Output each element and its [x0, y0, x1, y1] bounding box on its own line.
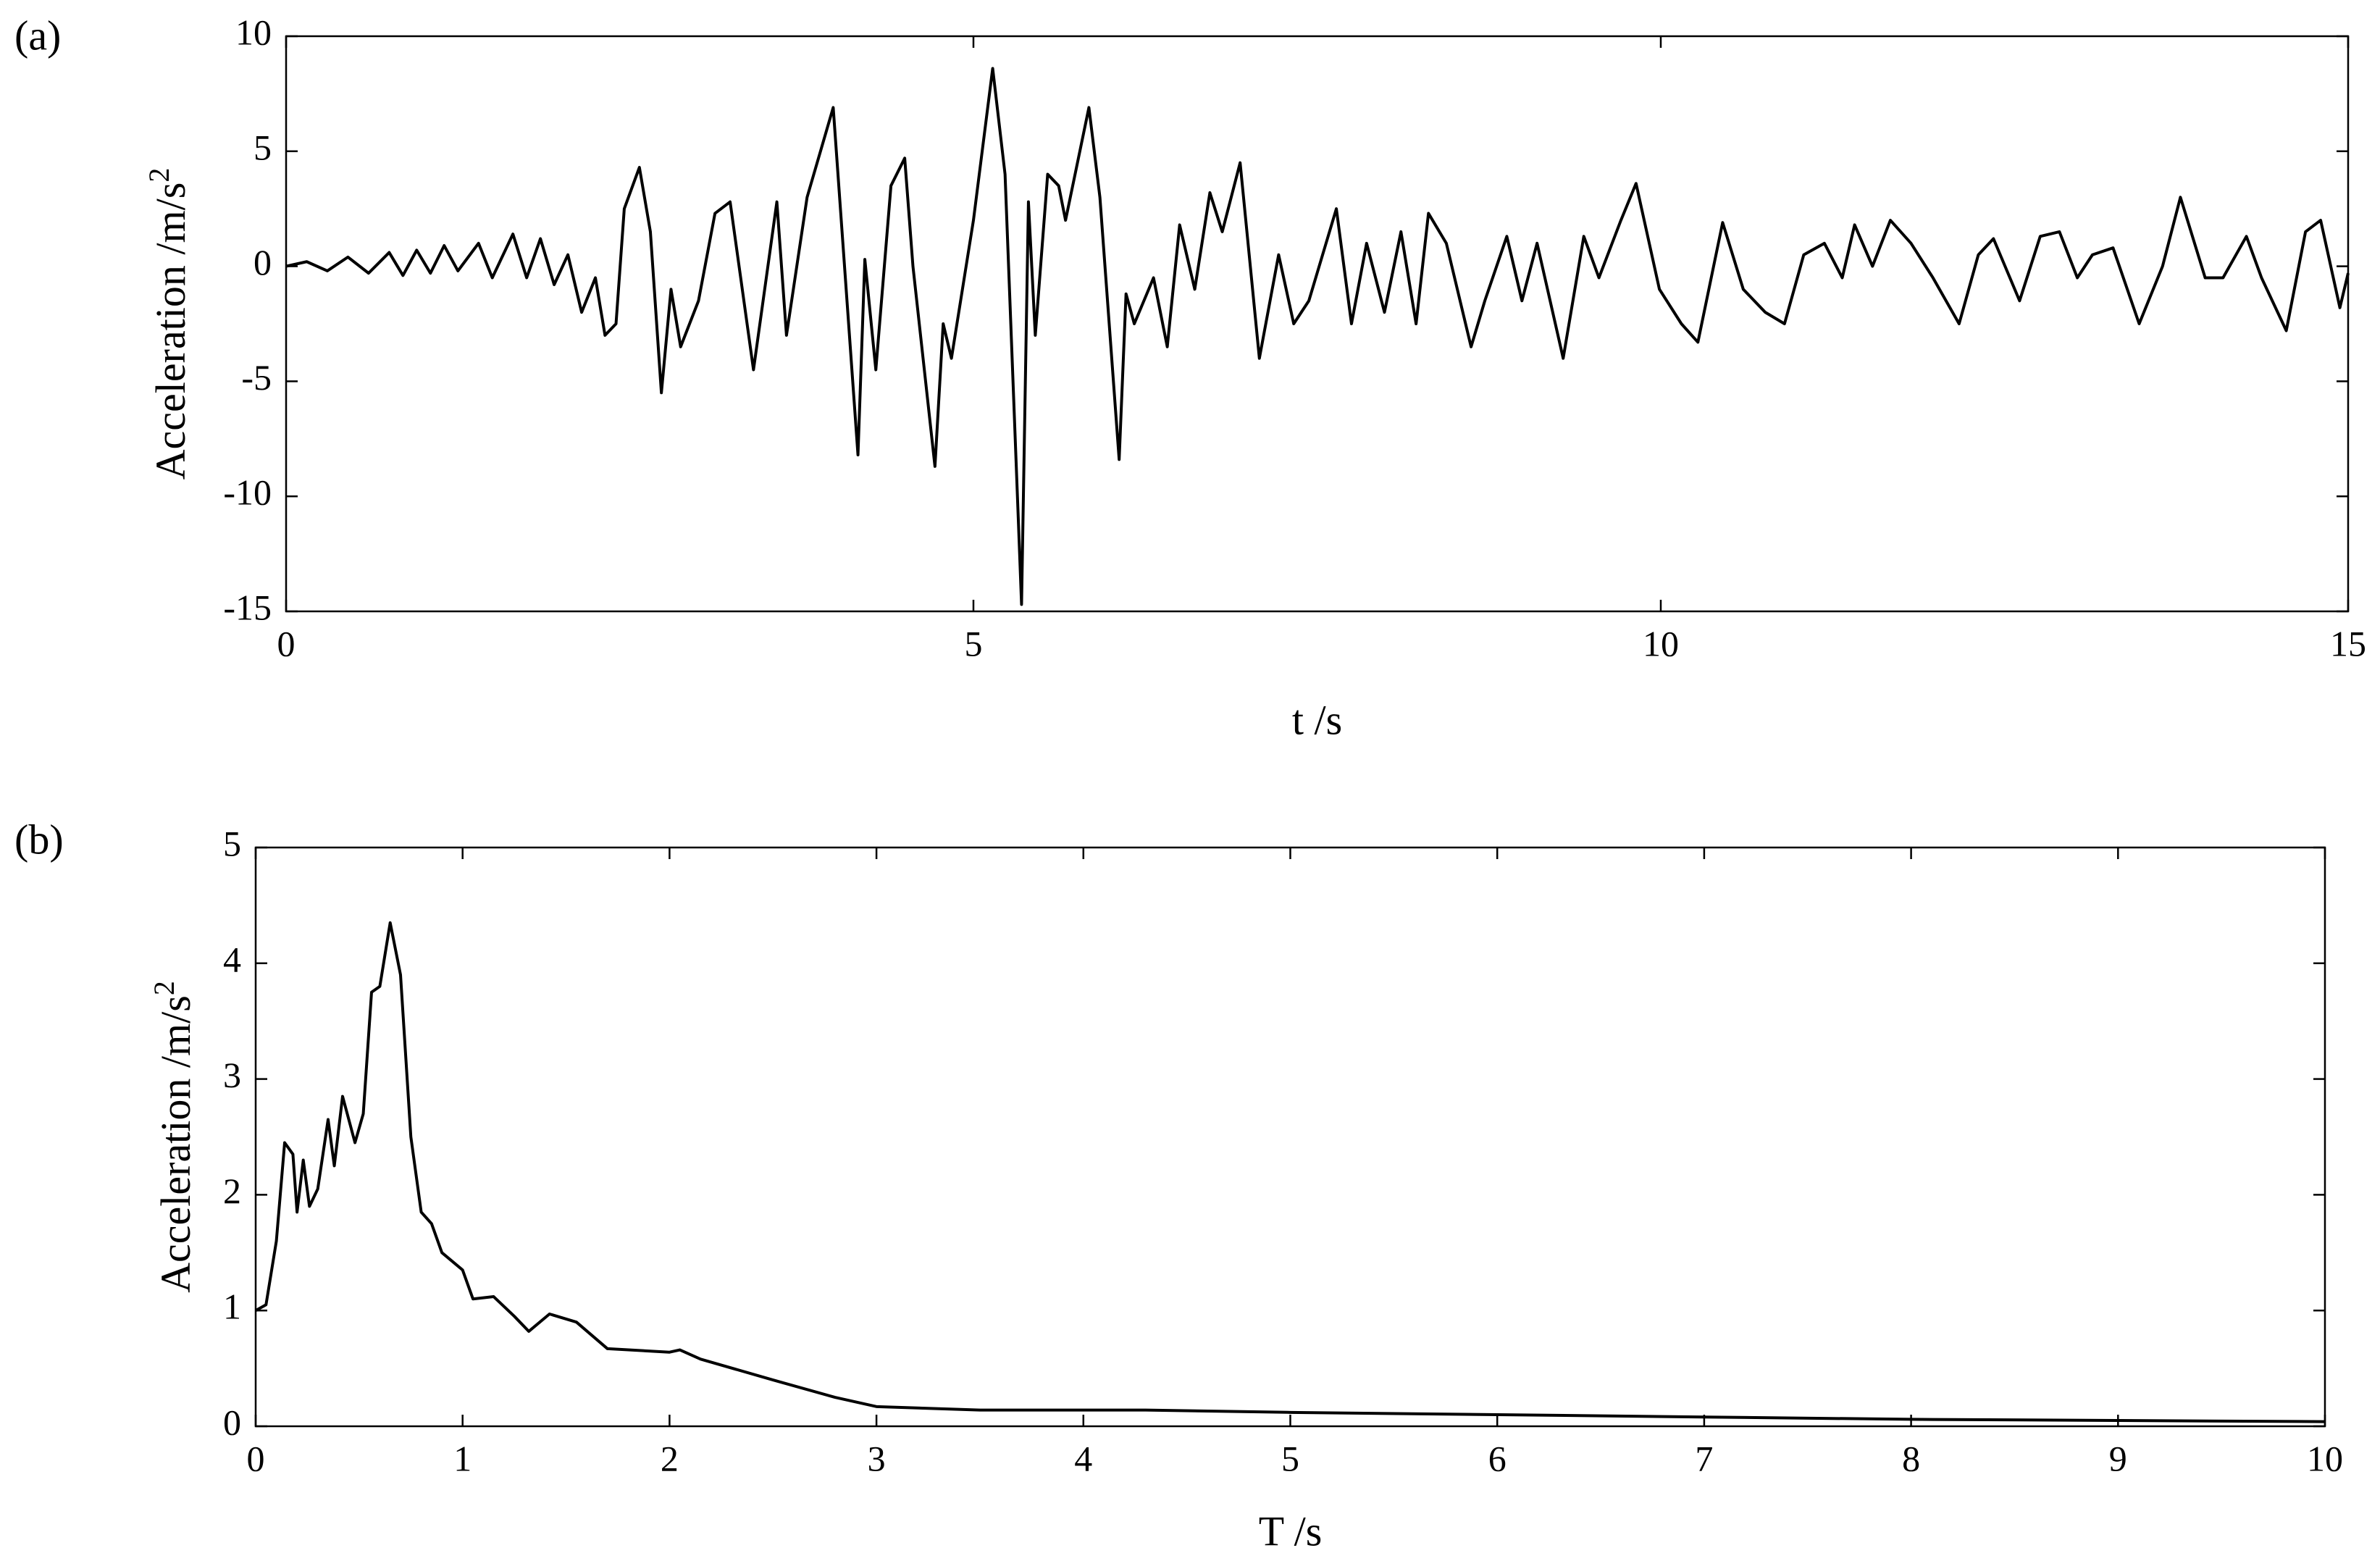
- y-tick-label: -15: [223, 587, 272, 627]
- y-tick-label: 0: [253, 242, 272, 283]
- data-line: [285, 67, 2350, 606]
- y-tick-label: 4: [223, 939, 241, 979]
- x-tick-label: 1: [453, 1438, 472, 1478]
- y-axis-label-superscript: 2: [148, 981, 180, 995]
- x-tick-label: 7: [1695, 1438, 1713, 1478]
- y-tick-label: -5: [241, 357, 272, 398]
- x-axis-label: t /s: [1292, 696, 1342, 743]
- x-tick-label: 10: [2307, 1438, 2343, 1478]
- y-tick-label: 5: [253, 127, 272, 167]
- y-axis-label-text: Acceleration /m/s: [152, 995, 199, 1293]
- x-tick-label: 9: [2109, 1438, 2127, 1478]
- y-axis-label-superscript: 2: [143, 168, 175, 183]
- x-tick-label: 6: [1488, 1438, 1507, 1478]
- plot-frame: [285, 35, 2350, 613]
- x-tick-label: 0: [247, 1438, 265, 1478]
- x-tick-label: 3: [868, 1438, 886, 1478]
- x-tick-label: 8: [1902, 1438, 1920, 1478]
- x-tick-label: 4: [1074, 1438, 1092, 1478]
- x-tick-label: 0: [277, 623, 296, 664]
- plot-frame: [254, 846, 2326, 1428]
- x-tick-label: 10: [1643, 623, 1679, 664]
- x-tick-label: 2: [661, 1438, 679, 1478]
- x-tick-label: 5: [1281, 1438, 1299, 1478]
- y-tick-label: 2: [223, 1171, 241, 1211]
- subplot: (b) 0 1 2 3 4 5 6 7 8 9 10 0 1 2 3 4 5 T /s Acceleration /m…: [14, 816, 2343, 1554]
- x-tick-label: 5: [965, 623, 983, 664]
- y-axis-label: Acceleration /m/s2: [148, 981, 199, 1293]
- y-tick-label: -10: [223, 472, 272, 513]
- y-tick-label: 0: [223, 1402, 241, 1442]
- y-tick-label: 1: [223, 1286, 241, 1327]
- data-line: [255, 921, 2326, 1423]
- y-tick-label: 3: [223, 1055, 241, 1095]
- x-axis-label: T /s: [1259, 1507, 1323, 1554]
- panel-label: (a): [14, 12, 61, 59]
- subplot: (a) 0 5 10 15 -15 -10 -5 0 5 10 t /s Acceleration /m…: [14, 12, 2366, 743]
- y-axis-label: Acceleration /m/s2: [143, 168, 194, 480]
- y-tick-label: 10: [235, 12, 272, 52]
- y-axis-label-text: Acceleration /m/s: [147, 183, 194, 480]
- panel-label: (b): [14, 816, 64, 863]
- x-tick-label: 15: [2330, 623, 2366, 664]
- y-tick-label: 5: [223, 823, 241, 863]
